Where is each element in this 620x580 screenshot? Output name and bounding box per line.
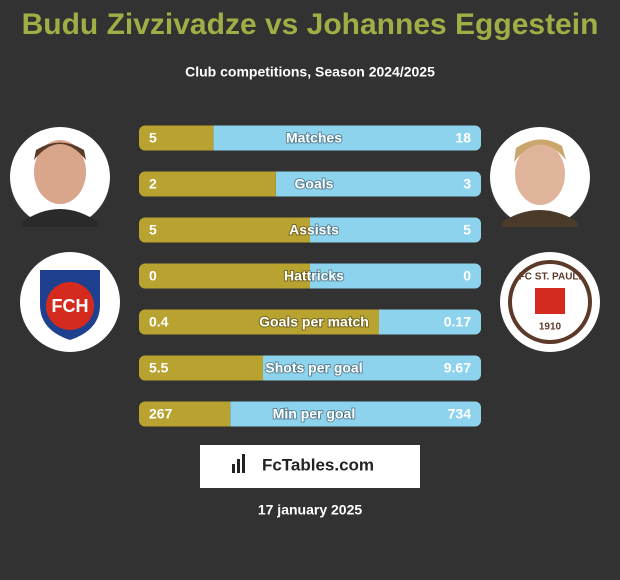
right-value: 5 — [463, 222, 471, 238]
logo-text: FCH — [52, 296, 89, 316]
right-value: 734 — [448, 406, 472, 422]
title: Budu Zivzivadze vs Johannes Eggestein — [22, 8, 599, 41]
right-value: 9.67 — [444, 360, 471, 376]
left-bar — [139, 217, 310, 243]
right-bar — [230, 401, 481, 427]
stat-label: Min per goal — [273, 406, 355, 422]
stat-row — [139, 171, 481, 197]
stat-row — [139, 263, 481, 289]
left-bar — [139, 355, 263, 381]
stat-label: Shots per goal — [265, 360, 362, 376]
stat-row — [139, 355, 481, 381]
stat-rows: 5 18 Matches 2 3 Goals 5 5 Assists 0 0 Hattricks 0.4… — [139, 125, 481, 427]
stat-label: Assists — [289, 222, 339, 238]
subtitle: Club competitions, Season 2024/2025 — [185, 64, 435, 80]
left-bar — [139, 171, 276, 197]
right-bar — [275, 171, 481, 197]
stat-label: Hattricks — [284, 268, 344, 284]
right-bar — [310, 217, 481, 243]
logo-text: FC ST. PAULI — [519, 272, 582, 283]
left-bar — [139, 263, 310, 289]
stat-label: Goals — [295, 176, 334, 192]
right-bar — [310, 263, 481, 289]
brand-box: FcTables.com — [200, 445, 420, 488]
right-value: 18 — [455, 130, 471, 146]
stat-row — [139, 309, 481, 335]
logo-year: 1910 — [539, 322, 562, 333]
left-value: 267 — [149, 406, 173, 422]
stat-row — [139, 217, 481, 243]
left-bar — [139, 309, 379, 335]
right-bar — [213, 125, 481, 151]
right-bar — [379, 309, 481, 335]
left-bar — [139, 125, 214, 151]
left-bar — [139, 401, 231, 427]
left-value: 0 — [149, 268, 157, 284]
stat-label: Goals per match — [259, 314, 369, 330]
right-value: 0 — [463, 268, 471, 284]
right-value: 0.17 — [444, 314, 471, 330]
date: 17 january 2025 — [258, 502, 363, 518]
left-value: 0.4 — [149, 314, 169, 330]
left-player-photo — [10, 127, 110, 227]
stat-row — [139, 125, 481, 151]
stat-row — [139, 401, 481, 427]
left-club-logo: FCH — [20, 252, 120, 352]
brand: FcTables.com — [262, 455, 374, 474]
right-value: 3 — [463, 176, 471, 192]
right-club-logo: FC ST. PAULI 1910 — [500, 252, 600, 352]
stat-label: Matches — [286, 130, 342, 146]
left-value: 2 — [149, 176, 157, 192]
left-value: 5 — [149, 222, 157, 238]
right-bar — [262, 355, 481, 381]
right-player-photo — [490, 127, 590, 227]
left-value: 5 — [149, 130, 157, 146]
left-value: 5.5 — [149, 360, 169, 376]
